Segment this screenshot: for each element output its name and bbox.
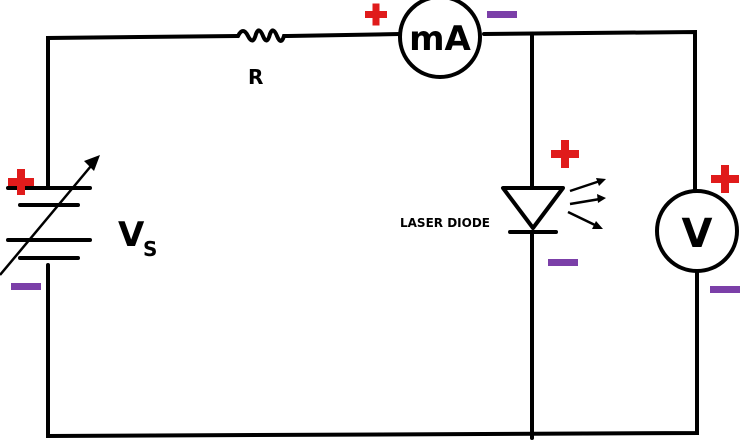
variable-arrow-shaft <box>0 159 97 276</box>
emission-arrow-3 <box>567 210 598 228</box>
emission-arrow-2-head <box>597 194 606 203</box>
source-label: V <box>118 215 145 255</box>
ammeter-label: mA <box>409 19 471 59</box>
circuit-wires <box>46 29 699 440</box>
emission-arrows <box>567 178 606 229</box>
wire-left-top <box>46 34 240 190</box>
resistor: R <box>236 28 290 89</box>
emission-arrow-2 <box>569 197 601 206</box>
emission-arrow-3-head <box>592 221 603 229</box>
voltmeter-circle <box>655 189 739 273</box>
ammeter: mA <box>365 0 517 79</box>
voltmeter-plus-v <box>721 165 729 193</box>
variable-arrow-head <box>84 155 100 171</box>
ammeter-circle <box>398 0 482 79</box>
diode-plus-v <box>561 140 569 168</box>
resistor-coil <box>236 28 290 43</box>
laser-diode: LASER DIODE <box>400 140 606 266</box>
ammeter-plus-v <box>372 3 380 26</box>
source-plus-v <box>17 169 25 195</box>
source-minus <box>11 283 41 290</box>
diode-minus <box>548 259 578 266</box>
source-label-subscript: S <box>143 237 157 261</box>
diode-label: LASER DIODE <box>400 216 490 230</box>
wire-ammeter-to-right <box>482 29 697 192</box>
ammeter-minus <box>487 11 517 18</box>
voltmeter-label: V <box>682 211 713 257</box>
emission-arrow-1 <box>569 179 601 193</box>
voltage-source: V S <box>0 155 157 290</box>
voltmeter: V <box>655 165 740 293</box>
voltmeter-minus <box>710 286 740 293</box>
diode-triangle <box>501 186 565 230</box>
resistor-label: R <box>248 65 263 89</box>
wire-resistor-to-ammeter <box>286 32 402 38</box>
emission-arrow-1-head <box>596 178 606 186</box>
wire-right-bottom <box>46 263 699 439</box>
